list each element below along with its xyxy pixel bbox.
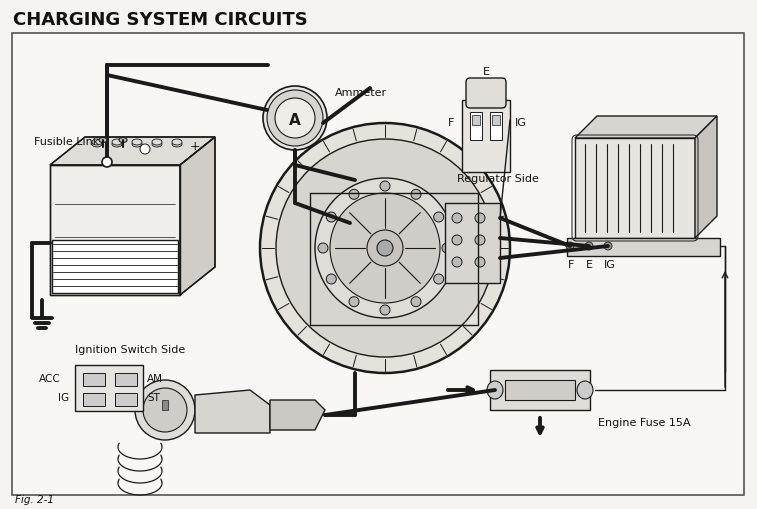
Circle shape [135, 380, 195, 440]
Ellipse shape [132, 141, 142, 147]
Circle shape [411, 189, 421, 200]
Text: E: E [586, 260, 593, 270]
Polygon shape [490, 370, 590, 410]
Polygon shape [575, 138, 695, 238]
Circle shape [367, 230, 403, 266]
Bar [115, 373, 137, 386]
Text: IG: IG [604, 260, 616, 270]
Text: Fusible Link: Fusible Link [34, 137, 99, 147]
Text: ACC: ACC [39, 374, 61, 384]
Circle shape [143, 388, 187, 432]
Ellipse shape [152, 139, 162, 145]
Bar [472, 115, 480, 125]
Circle shape [585, 242, 593, 250]
Bar [505, 380, 575, 400]
Bar [115, 393, 137, 406]
Circle shape [260, 123, 510, 373]
Text: Engine Fuse 15A: Engine Fuse 15A [598, 418, 690, 428]
Text: +: + [190, 140, 201, 154]
Ellipse shape [119, 137, 127, 143]
Circle shape [267, 90, 323, 146]
Circle shape [380, 305, 390, 315]
Bar [83, 373, 105, 386]
Polygon shape [695, 116, 717, 238]
Bar [52, 240, 178, 293]
Text: Ammeter: Ammeter [335, 88, 387, 98]
Circle shape [275, 98, 315, 138]
Ellipse shape [112, 139, 122, 145]
Ellipse shape [487, 381, 503, 399]
Circle shape [349, 189, 359, 200]
Circle shape [475, 257, 485, 267]
Circle shape [326, 212, 336, 222]
Polygon shape [567, 238, 720, 256]
Ellipse shape [152, 141, 162, 147]
Polygon shape [50, 165, 180, 295]
Bar [470, 112, 482, 140]
Circle shape [349, 297, 359, 307]
Circle shape [276, 139, 494, 357]
Text: AM: AM [147, 374, 163, 384]
Circle shape [326, 274, 336, 284]
Ellipse shape [112, 141, 122, 147]
Circle shape [315, 178, 455, 318]
Circle shape [380, 181, 390, 191]
Circle shape [442, 243, 452, 253]
Text: Fig. 2-1: Fig. 2-1 [15, 495, 54, 505]
Ellipse shape [92, 139, 102, 145]
Circle shape [475, 235, 485, 245]
Text: ST: ST [147, 393, 160, 403]
Circle shape [411, 297, 421, 307]
Polygon shape [462, 100, 510, 172]
Polygon shape [575, 116, 717, 138]
Circle shape [566, 242, 574, 250]
Bar [162, 400, 168, 410]
Polygon shape [180, 137, 215, 295]
Circle shape [377, 240, 393, 256]
Bar [83, 393, 105, 406]
Circle shape [102, 157, 112, 167]
Text: E: E [482, 67, 490, 77]
Circle shape [318, 243, 328, 253]
Polygon shape [270, 400, 325, 430]
Circle shape [475, 213, 485, 223]
Circle shape [434, 212, 444, 222]
Circle shape [140, 144, 150, 154]
FancyBboxPatch shape [466, 78, 506, 108]
Circle shape [330, 193, 440, 303]
Circle shape [434, 274, 444, 284]
Text: F: F [568, 260, 575, 270]
Text: F: F [447, 118, 454, 128]
Ellipse shape [577, 381, 593, 399]
Circle shape [452, 213, 462, 223]
Circle shape [263, 86, 327, 150]
Text: Regulator Side: Regulator Side [457, 174, 539, 184]
Circle shape [604, 242, 612, 250]
Circle shape [452, 257, 462, 267]
Ellipse shape [99, 137, 107, 143]
Polygon shape [195, 390, 270, 433]
Ellipse shape [132, 139, 142, 145]
Text: IG: IG [515, 118, 527, 128]
Bar [490, 112, 502, 140]
Ellipse shape [92, 141, 102, 147]
Text: IG: IG [58, 393, 69, 403]
Bar [492, 115, 500, 125]
Ellipse shape [172, 139, 182, 145]
Text: CHARGING SYSTEM CIRCUITS: CHARGING SYSTEM CIRCUITS [13, 11, 308, 29]
Polygon shape [445, 203, 500, 283]
Circle shape [452, 235, 462, 245]
Text: Ignition Switch Side: Ignition Switch Side [75, 345, 185, 355]
Text: A: A [289, 112, 301, 127]
Polygon shape [75, 365, 143, 411]
Polygon shape [50, 137, 215, 165]
Ellipse shape [172, 141, 182, 147]
